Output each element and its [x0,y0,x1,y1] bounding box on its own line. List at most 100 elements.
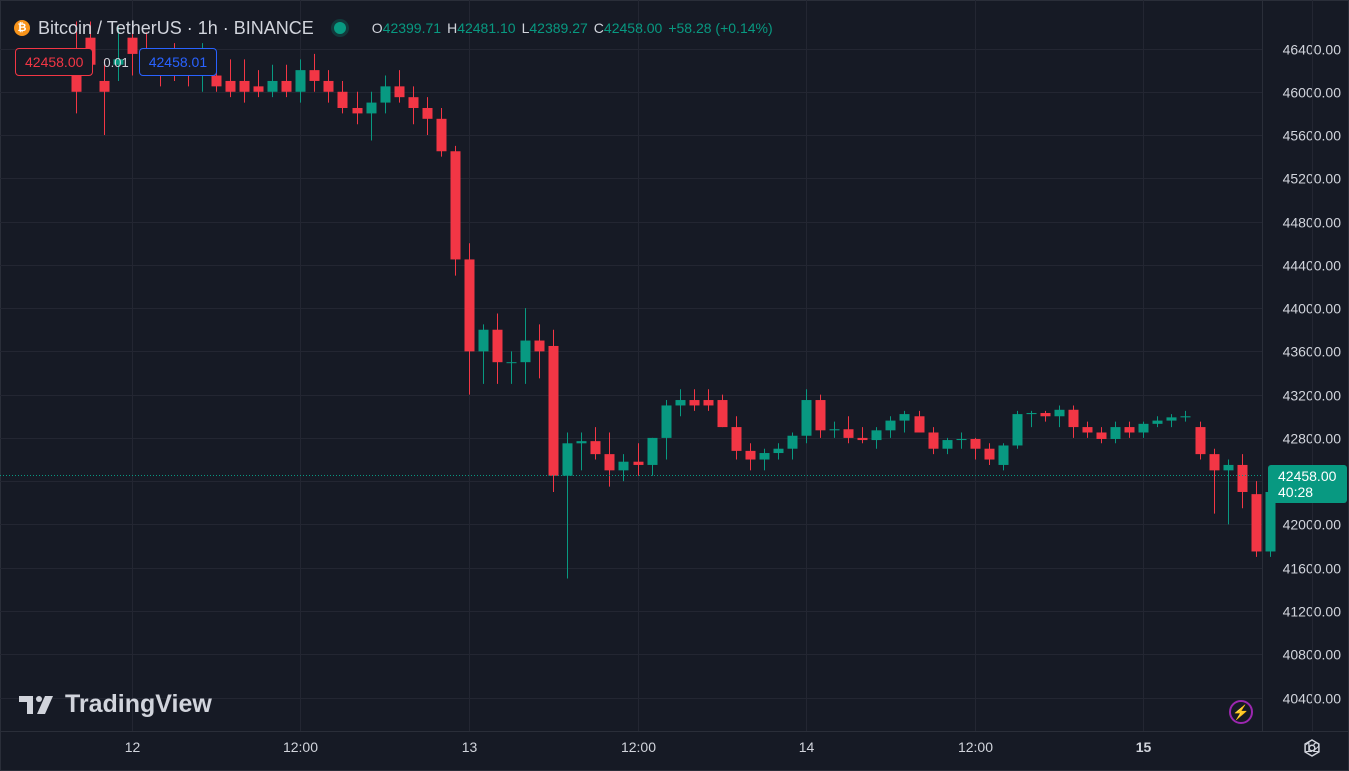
spread-value: 0.01 [103,54,129,70]
candle-body [267,80,278,92]
sell-button[interactable]: 42458.00 [15,48,94,76]
candle-body [1082,427,1093,433]
candle-body [380,86,391,103]
buy-button[interactable]: 42458.01 [138,48,218,76]
candle-body [857,437,868,441]
candle-body [773,448,784,454]
candle-body [1237,464,1248,492]
candle-body [885,420,896,431]
low-value: 42389.27 [529,20,588,36]
market-status-icon[interactable] [333,22,346,34]
close-value: 42458.00 [603,20,663,36]
bar-countdown: 40:28 [1278,484,1314,500]
x-axis-tick-label: 12 [125,739,141,755]
candle-body [1195,427,1206,455]
x-axis-tick-label: 14 [799,739,815,755]
candle-body [1152,420,1163,424]
open-value: 42399.71 [382,20,442,36]
candle-body [464,259,475,352]
candle-body [1124,427,1135,433]
candle-body [309,70,320,81]
x-axis-tick-label: 12:00 [958,739,993,755]
candle-body [787,435,798,449]
candle-body [633,461,644,465]
candle-body [492,329,503,363]
y-axis-tick-label: 46400.00 [1283,42,1342,58]
candle-body [113,59,124,65]
candle-body [1251,494,1262,552]
gear-icon[interactable] [1301,737,1323,759]
tradingview-logo[interactable]: TradingView [19,690,212,719]
candle-body [295,70,306,92]
candle-body [436,118,447,152]
candle-body [815,400,826,431]
tradingview-logo-icon [19,695,53,714]
candle-body [703,400,714,406]
candle-body [1068,409,1079,428]
candle-body [942,440,953,449]
candle-body [604,454,615,471]
candle-body [576,441,587,444]
candle-body [1110,427,1121,439]
candle-body [1138,423,1149,433]
symbol-title[interactable]: Bitcoin / TetherUS · 1h · BINANCE [38,17,314,38]
y-axis-tick-label: 40400.00 [1283,691,1342,707]
candle-body [127,37,138,54]
y-axis-tick-label: 43200.00 [1283,388,1342,404]
candle-body [661,405,672,438]
x-axis-tick-label: 12:00 [283,739,318,755]
candle-body [1096,432,1107,439]
candle-body [1040,413,1051,417]
candle-body [1209,454,1220,471]
candle-body [745,450,756,460]
y-axis-tick-label: 45200.00 [1283,171,1342,187]
candle-body [759,453,770,460]
candle-body [352,107,363,114]
candle-body [1166,417,1177,421]
candle-body [984,448,995,460]
candle-body [829,429,840,431]
candle-body [1026,413,1037,415]
candle-body [534,340,545,352]
close-label: C [593,20,604,36]
bitcoin-icon: ₿ [14,20,30,36]
symbol-legend: ₿ Bitcoin / TetherUS · 1h · BINANCE O 42… [14,14,773,42]
candle-body [366,102,377,114]
y-axis-tick-label: 44400.00 [1283,258,1342,274]
y-axis-tick-label: 41200.00 [1283,604,1342,620]
candle-body [99,80,110,92]
candle-body [253,86,264,92]
candle-body [675,400,686,406]
candle-body [478,329,489,352]
candle-body [408,97,419,108]
low-label: L [521,20,530,36]
candle-body [843,429,854,438]
ohlc-values: O 42399.71 H 42481.10 L 42389.27 C 42458… [372,20,773,36]
open-label: O [371,20,383,36]
x-axis-tick-label: 13 [462,739,478,755]
last-price-value: 42458.00 [1278,468,1337,484]
y-axis-tick-label: 42000.00 [1283,517,1342,533]
y-axis-tick-label: 41600.00 [1283,561,1342,577]
candle-body [871,430,882,441]
candle-body [618,461,629,471]
candle-body [1054,409,1065,417]
gear-icon-shape [1304,739,1320,757]
candle-body [1012,414,1023,446]
candle-body [1180,416,1191,418]
y-axis-tick-label: 46000.00 [1283,85,1342,101]
candle-body [239,80,250,92]
candle-body [548,345,559,476]
candle-body [689,400,700,406]
candle-body [506,362,517,364]
candle-body [323,80,334,92]
candle-body [450,151,461,260]
quote-bar: 42458.00 0.01 42458.01 [15,48,218,76]
candle-body [1223,464,1234,471]
lightning-icon[interactable]: ⚡ [1229,700,1253,724]
y-axis-tick-label: 43600.00 [1283,344,1342,360]
candle-body [590,441,601,455]
candle-body [801,400,812,436]
